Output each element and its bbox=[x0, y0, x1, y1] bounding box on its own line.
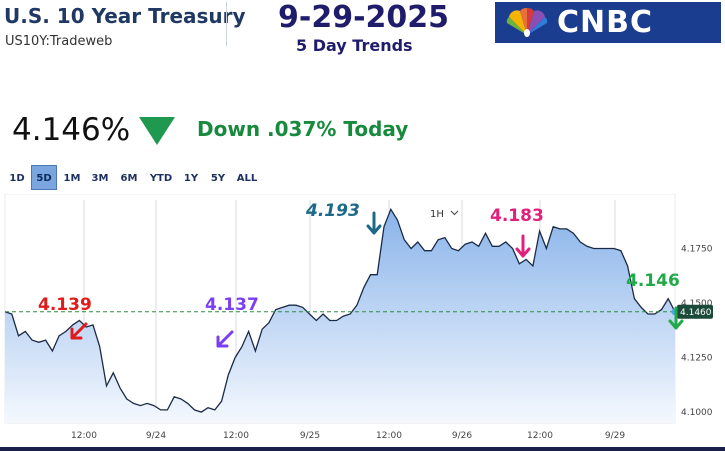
annotation-arrow-icon bbox=[515, 234, 531, 258]
range-button-1y[interactable]: 1Y bbox=[183, 173, 199, 184]
page-title: U.S. 10 Year Treasury bbox=[4, 4, 246, 28]
current-value-badge: 4.1460 bbox=[671, 304, 713, 319]
range-button-5y[interactable]: 5Y bbox=[210, 173, 226, 184]
subtitle: 5 Day Trends bbox=[296, 36, 413, 55]
price-line bbox=[4, 207, 676, 413]
header-divider bbox=[226, 2, 227, 46]
bottom-bar bbox=[0, 447, 725, 451]
x-tick-label: 12:00 bbox=[527, 431, 553, 441]
annotation-label: 4.139 bbox=[38, 295, 92, 315]
date-heading: 9-29-2025 bbox=[278, 0, 450, 35]
annotation-arrow-icon bbox=[366, 211, 382, 235]
range-button-6m[interactable]: 6M bbox=[120, 173, 138, 184]
y-tick-label: 4.1500 bbox=[681, 299, 713, 309]
annotation-arrow-icon bbox=[216, 330, 234, 348]
logo-text: CNBC bbox=[557, 5, 654, 40]
annotation-label: 4.193 bbox=[305, 201, 360, 221]
ticker-symbol: US10Y:Tradeweb bbox=[5, 34, 113, 49]
range-button-5d[interactable]: 5D bbox=[31, 165, 57, 190]
range-selector: 1D 5D 1M 3M 6M YTD 1Y 5Y ALL bbox=[5, 165, 263, 190]
x-tick-label: 12:00 bbox=[223, 431, 249, 441]
annotation-label: 4.146 bbox=[626, 271, 680, 291]
current-price: 4.146% bbox=[12, 112, 131, 148]
range-button-1m[interactable]: 1M bbox=[63, 173, 81, 184]
annotation-arrow-icon bbox=[70, 322, 88, 340]
annotation-label: 4.137 bbox=[205, 295, 259, 315]
interval-selector[interactable]: 1H bbox=[430, 209, 459, 220]
range-button-3m[interactable]: 3M bbox=[91, 173, 109, 184]
x-tick-label: 9/29 bbox=[605, 431, 625, 441]
y-tick-label: 4.1000 bbox=[681, 408, 713, 418]
cnbc-logo: CNBC bbox=[495, 2, 721, 43]
range-button-1d[interactable]: 1D bbox=[9, 173, 25, 184]
peacock-icon bbox=[506, 7, 548, 37]
annotation-arrow-icon bbox=[668, 306, 684, 330]
range-button-ytd[interactable]: YTD bbox=[149, 173, 173, 184]
annotation-label: 4.183 bbox=[490, 206, 544, 226]
treasury-chart: 4.1000 4.1250 4.1500 4.1750 12:00 9/24 12:00 9… bbox=[4, 194, 713, 441]
price-change: Down .037% Today bbox=[197, 117, 409, 141]
y-tick-label: 4.1250 bbox=[681, 354, 713, 364]
current-value-label: 4.1460 bbox=[680, 308, 712, 318]
y-tick-label: 4.1750 bbox=[681, 245, 713, 255]
x-tick-label: 12:00 bbox=[376, 431, 402, 441]
x-tick-label: 9/25 bbox=[300, 431, 320, 441]
range-button-all[interactable]: ALL bbox=[236, 173, 258, 184]
interval-label: 1H bbox=[430, 209, 444, 220]
down-triangle-icon bbox=[139, 117, 175, 145]
x-tick-label: 12:00 bbox=[71, 431, 97, 441]
x-tick-label: 9/24 bbox=[146, 431, 166, 441]
chevron-down-icon bbox=[450, 210, 459, 216]
price-area bbox=[5, 209, 675, 423]
current-value-box bbox=[677, 304, 713, 319]
x-tick-label: 9/26 bbox=[452, 431, 472, 441]
